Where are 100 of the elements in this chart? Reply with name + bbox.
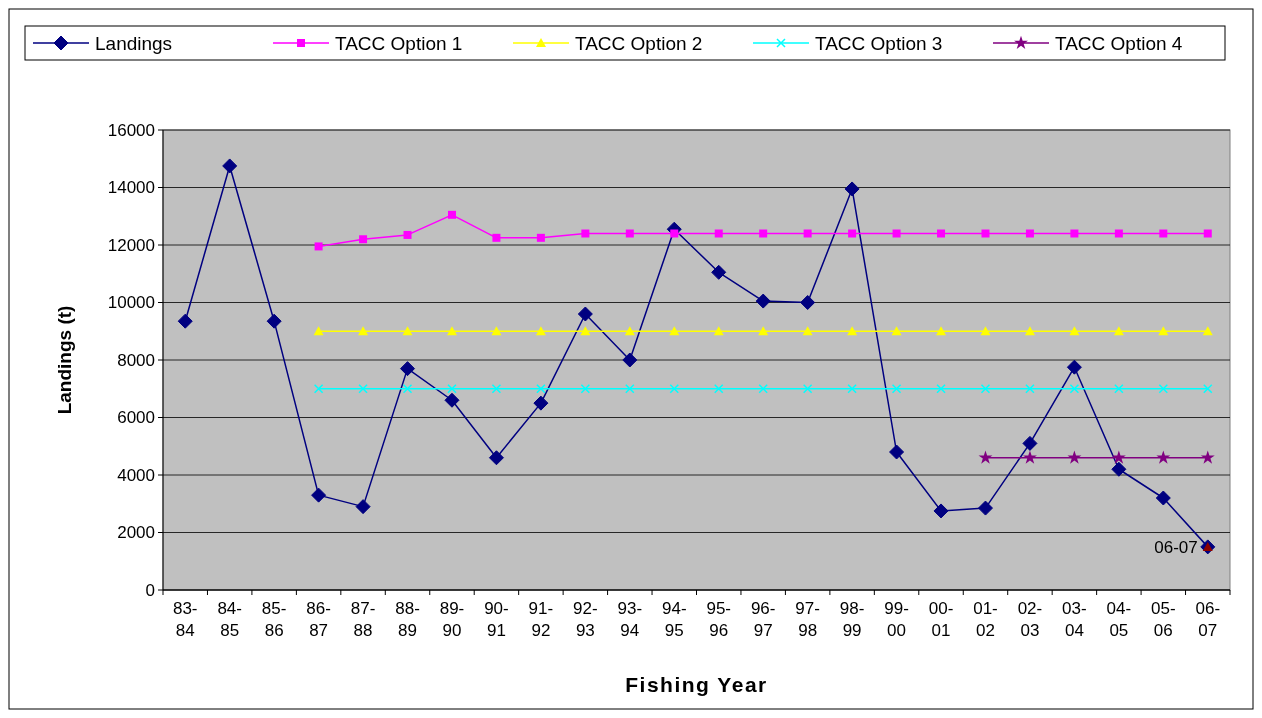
point: [625, 384, 635, 394]
point: [402, 326, 413, 336]
point: [447, 210, 456, 219]
legend-label: TACC Option 1: [335, 32, 463, 54]
x-tick-label: 02-03: [1017, 599, 1043, 640]
point: [313, 384, 324, 394]
point: [625, 229, 634, 238]
point: [713, 326, 724, 336]
x-tick-label: 96-97: [750, 599, 776, 640]
point: [1111, 461, 1127, 477]
point: [1025, 384, 1035, 394]
point: [1066, 359, 1082, 375]
point: [1114, 384, 1124, 394]
point: [1200, 450, 1215, 464]
legend-label: Landings: [95, 32, 173, 54]
point: [355, 499, 371, 515]
point: [536, 233, 545, 242]
x-tick-label: 90-91: [484, 599, 509, 640]
point: [533, 395, 549, 411]
x-tick-label: 00-01: [928, 599, 954, 640]
point: [1203, 384, 1213, 394]
x-tick-label: 04-05: [1106, 599, 1132, 640]
point: [491, 326, 502, 336]
x-tick-label: 98-99: [839, 599, 865, 640]
point: [536, 384, 546, 394]
x-tick-label: 89-90: [439, 599, 465, 640]
x-tick-label: 92-93: [573, 599, 598, 640]
point: [444, 392, 460, 408]
point: [1114, 229, 1123, 238]
x-tick-label: 95-96: [706, 599, 732, 640]
point: [759, 229, 768, 238]
x-tick-label: 93-94: [617, 599, 643, 640]
point: [936, 326, 947, 336]
point: [313, 326, 324, 336]
point: [669, 384, 680, 394]
point: [1022, 450, 1037, 464]
point: [314, 242, 323, 251]
point: [577, 306, 593, 322]
point: [936, 384, 946, 394]
point: [714, 229, 723, 238]
point: [800, 295, 816, 310]
point: [581, 229, 590, 238]
point: [359, 235, 368, 244]
point: [492, 233, 501, 242]
point: [1069, 384, 1080, 394]
point: [402, 384, 413, 394]
point: [980, 384, 991, 394]
legend-label: TACC Option 4: [1055, 32, 1183, 54]
point: [1156, 450, 1171, 464]
x-tick-label: 03-04: [1062, 599, 1087, 640]
point: [447, 384, 457, 394]
point: [758, 326, 769, 336]
point: [1159, 229, 1168, 238]
point: [891, 384, 902, 394]
point: [1070, 229, 1079, 238]
point: [758, 384, 768, 394]
point: [446, 326, 457, 336]
x-tick-label: 88-89: [395, 599, 420, 640]
y-tick-label: 2000: [117, 523, 155, 543]
point: [177, 313, 193, 329]
point: [311, 487, 327, 503]
y-tick-label: 0: [145, 580, 155, 600]
point: [1113, 326, 1124, 336]
point: [844, 181, 860, 197]
point: [222, 158, 238, 174]
x-tick-label: 84-85: [217, 599, 242, 640]
point: [535, 326, 546, 336]
point: [1025, 229, 1034, 238]
x-tick-label: 91-92: [528, 599, 554, 640]
point: [1069, 326, 1080, 336]
point: [978, 450, 993, 464]
point: [491, 384, 502, 394]
y-tick-label: 8000: [117, 350, 155, 370]
x-tick-label: 94-95: [661, 599, 687, 640]
y-axis-title: Landings (t): [54, 305, 75, 415]
point: [803, 229, 812, 238]
point: [713, 384, 724, 394]
point: [933, 503, 949, 519]
point: [711, 264, 727, 280]
point: [488, 450, 504, 466]
point: [580, 326, 591, 336]
point: [1155, 490, 1171, 506]
point: [1202, 326, 1213, 336]
legend-label: TACC Option 2: [575, 32, 703, 54]
point: [848, 229, 857, 238]
point: [622, 352, 638, 368]
point: [1111, 450, 1126, 464]
y-tick-label: 16000: [107, 120, 155, 140]
point: [266, 313, 282, 329]
y-tick-label: 6000: [117, 408, 155, 428]
point: [1024, 326, 1035, 336]
point: [1158, 326, 1169, 336]
x-tick-label: 83-84: [172, 599, 198, 640]
point: [1022, 435, 1038, 451]
point: [358, 326, 369, 336]
point: [358, 384, 368, 394]
y-tick-label: 10000: [107, 293, 155, 313]
y-tick-label: 4000: [117, 465, 155, 485]
point: [802, 326, 813, 336]
point: [1203, 229, 1212, 238]
